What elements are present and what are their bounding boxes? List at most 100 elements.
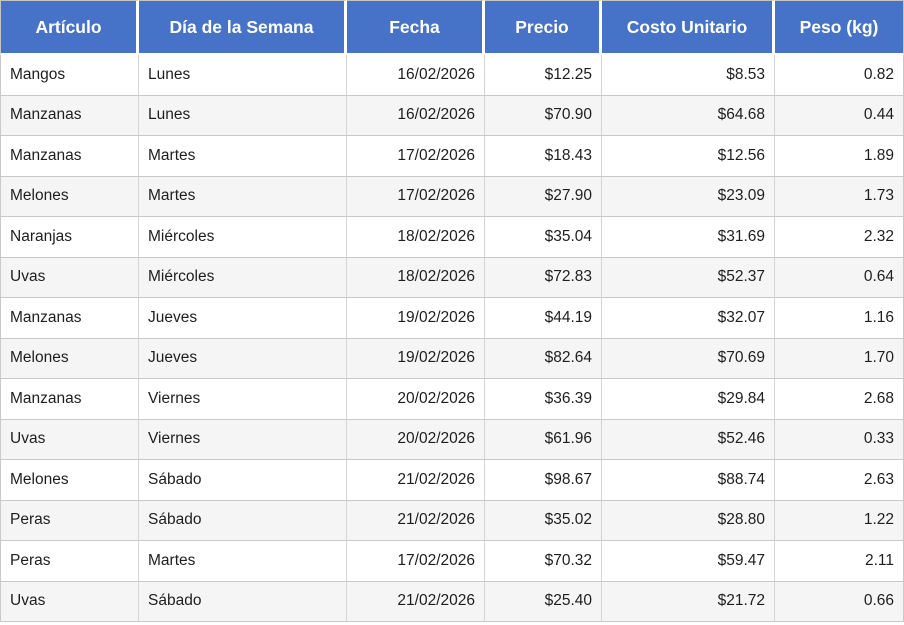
cell-articulo[interactable]: Peras: [0, 500, 139, 541]
cell-costo-unitario[interactable]: $29.84: [602, 379, 775, 420]
cell-peso-kg[interactable]: 0.44: [775, 95, 904, 136]
table-row: Naranjas Miércoles 18/02/2026 $35.04 $31.69 2…: [0, 217, 904, 258]
cell-articulo[interactable]: Uvas: [0, 419, 139, 460]
cell-precio[interactable]: $61.96: [485, 419, 602, 460]
table-row: Manzanas Lunes 16/02/2026 $70.90 $64.68 0.44: [0, 95, 904, 136]
cell-fecha[interactable]: 16/02/2026: [347, 95, 485, 136]
cell-costo-unitario[interactable]: $88.74: [602, 460, 775, 501]
column-header-articulo[interactable]: Artículo: [0, 0, 139, 55]
cell-peso-kg[interactable]: 1.89: [775, 136, 904, 177]
cell-costo-unitario[interactable]: $31.69: [602, 217, 775, 258]
column-header-peso-kg[interactable]: Peso (kg): [775, 0, 904, 55]
cell-peso-kg[interactable]: 0.64: [775, 257, 904, 298]
column-header-fecha[interactable]: Fecha: [347, 0, 485, 55]
cell-peso-kg[interactable]: 1.70: [775, 338, 904, 379]
cell-peso-kg[interactable]: 2.63: [775, 460, 904, 501]
cell-precio[interactable]: $25.40: [485, 581, 602, 622]
cell-precio[interactable]: $12.25: [485, 55, 602, 96]
cell-costo-unitario[interactable]: $28.80: [602, 500, 775, 541]
cell-articulo[interactable]: Manzanas: [0, 136, 139, 177]
cell-precio[interactable]: $44.19: [485, 298, 602, 339]
cell-costo-unitario[interactable]: $23.09: [602, 176, 775, 217]
table-row: Uvas Viernes 20/02/2026 $61.96 $52.46 0.33: [0, 419, 904, 460]
cell-peso-kg[interactable]: 1.22: [775, 500, 904, 541]
column-header-dia-de-la-semana[interactable]: Día de la Semana: [139, 0, 347, 55]
cell-dia-de-la-semana[interactable]: Martes: [139, 176, 347, 217]
cell-precio[interactable]: $98.67: [485, 460, 602, 501]
cell-dia-de-la-semana[interactable]: Miércoles: [139, 217, 347, 258]
cell-dia-de-la-semana[interactable]: Miércoles: [139, 257, 347, 298]
cell-dia-de-la-semana[interactable]: Martes: [139, 136, 347, 177]
cell-articulo[interactable]: Mangos: [0, 55, 139, 96]
cell-costo-unitario[interactable]: $64.68: [602, 95, 775, 136]
cell-costo-unitario[interactable]: $52.46: [602, 419, 775, 460]
cell-precio[interactable]: $35.04: [485, 217, 602, 258]
cell-dia-de-la-semana[interactable]: Jueves: [139, 338, 347, 379]
cell-articulo[interactable]: Melones: [0, 176, 139, 217]
cell-articulo[interactable]: Manzanas: [0, 379, 139, 420]
cell-costo-unitario[interactable]: $32.07: [602, 298, 775, 339]
cell-fecha[interactable]: 21/02/2026: [347, 460, 485, 501]
cell-fecha[interactable]: 19/02/2026: [347, 338, 485, 379]
cell-dia-de-la-semana[interactable]: Jueves: [139, 298, 347, 339]
cell-articulo[interactable]: Melones: [0, 338, 139, 379]
cell-dia-de-la-semana[interactable]: Sábado: [139, 581, 347, 622]
cell-fecha[interactable]: 17/02/2026: [347, 136, 485, 177]
table-row: Uvas Miércoles 18/02/2026 $72.83 $52.37 0.64: [0, 257, 904, 298]
cell-peso-kg[interactable]: 0.33: [775, 419, 904, 460]
cell-costo-unitario[interactable]: $21.72: [602, 581, 775, 622]
table-row: Manzanas Martes 17/02/2026 $18.43 $12.56 1.89: [0, 136, 904, 177]
cell-dia-de-la-semana[interactable]: Lunes: [139, 95, 347, 136]
cell-fecha[interactable]: 18/02/2026: [347, 217, 485, 258]
cell-peso-kg[interactable]: 2.11: [775, 541, 904, 582]
cell-articulo[interactable]: Uvas: [0, 257, 139, 298]
cell-articulo[interactable]: Uvas: [0, 581, 139, 622]
cell-dia-de-la-semana[interactable]: Viernes: [139, 379, 347, 420]
column-header-precio[interactable]: Precio: [485, 0, 602, 55]
cell-precio[interactable]: $27.90: [485, 176, 602, 217]
cell-peso-kg[interactable]: 2.32: [775, 217, 904, 258]
table-row: Mangos Lunes 16/02/2026 $12.25 $8.53 0.82: [0, 55, 904, 96]
cell-precio[interactable]: $70.32: [485, 541, 602, 582]
cell-peso-kg[interactable]: 1.73: [775, 176, 904, 217]
table-row: Manzanas Viernes 20/02/2026 $36.39 $29.84 2.6…: [0, 379, 904, 420]
cell-costo-unitario[interactable]: $8.53: [602, 55, 775, 96]
cell-fecha[interactable]: 16/02/2026: [347, 55, 485, 96]
cell-dia-de-la-semana[interactable]: Martes: [139, 541, 347, 582]
cell-dia-de-la-semana[interactable]: Viernes: [139, 419, 347, 460]
cell-dia-de-la-semana[interactable]: Sábado: [139, 500, 347, 541]
cell-articulo[interactable]: Naranjas: [0, 217, 139, 258]
cell-peso-kg[interactable]: 2.68: [775, 379, 904, 420]
cell-precio[interactable]: $36.39: [485, 379, 602, 420]
cell-peso-kg[interactable]: 0.66: [775, 581, 904, 622]
cell-precio[interactable]: $72.83: [485, 257, 602, 298]
cell-fecha[interactable]: 17/02/2026: [347, 176, 485, 217]
cell-costo-unitario[interactable]: $12.56: [602, 136, 775, 177]
cell-fecha[interactable]: 18/02/2026: [347, 257, 485, 298]
cell-fecha[interactable]: 17/02/2026: [347, 541, 485, 582]
cell-fecha[interactable]: 20/02/2026: [347, 379, 485, 420]
cell-precio[interactable]: $70.90: [485, 95, 602, 136]
cell-articulo[interactable]: Manzanas: [0, 95, 139, 136]
cell-peso-kg[interactable]: 1.16: [775, 298, 904, 339]
cell-costo-unitario[interactable]: $52.37: [602, 257, 775, 298]
cell-fecha[interactable]: 20/02/2026: [347, 419, 485, 460]
table-row: Melones Jueves 19/02/2026 $82.64 $70.69 1.70: [0, 338, 904, 379]
cell-precio[interactable]: $35.02: [485, 500, 602, 541]
column-header-costo-unitario[interactable]: Costo Unitario: [602, 0, 775, 55]
cell-articulo[interactable]: Melones: [0, 460, 139, 501]
table-row: Melones Martes 17/02/2026 $27.90 $23.09 1.73: [0, 176, 904, 217]
cell-costo-unitario[interactable]: $70.69: [602, 338, 775, 379]
cell-costo-unitario[interactable]: $59.47: [602, 541, 775, 582]
cell-articulo[interactable]: Peras: [0, 541, 139, 582]
cell-fecha[interactable]: 21/02/2026: [347, 500, 485, 541]
cell-fecha[interactable]: 21/02/2026: [347, 581, 485, 622]
cell-precio[interactable]: $18.43: [485, 136, 602, 177]
cell-precio[interactable]: $82.64: [485, 338, 602, 379]
cell-peso-kg[interactable]: 0.82: [775, 55, 904, 96]
cell-articulo[interactable]: Manzanas: [0, 298, 139, 339]
cell-dia-de-la-semana[interactable]: Sábado: [139, 460, 347, 501]
cell-dia-de-la-semana[interactable]: Lunes: [139, 55, 347, 96]
cell-fecha[interactable]: 19/02/2026: [347, 298, 485, 339]
